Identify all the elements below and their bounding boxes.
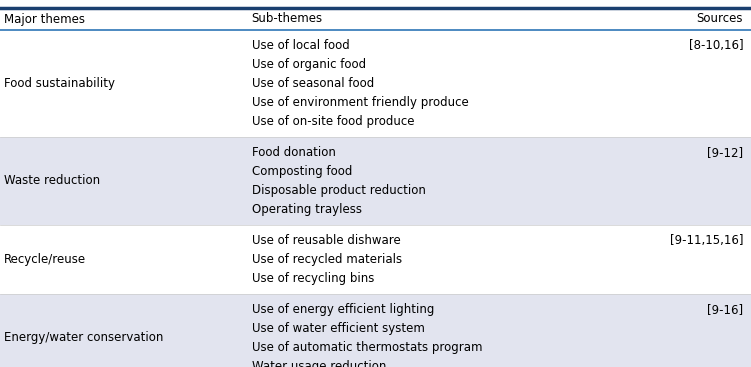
Text: Use of energy efficient lighting: Use of energy efficient lighting bbox=[252, 303, 434, 316]
Text: Composting food: Composting food bbox=[252, 165, 352, 178]
Bar bbox=[0, 8, 751, 30]
Text: Food donation: Food donation bbox=[252, 146, 336, 159]
Text: [9-11,15,16]: [9-11,15,16] bbox=[670, 234, 743, 247]
Text: Waste reduction: Waste reduction bbox=[4, 174, 100, 188]
Text: Water usage reduction: Water usage reduction bbox=[252, 360, 386, 367]
Text: [9-16]: [9-16] bbox=[707, 303, 743, 316]
Text: Use of automatic thermostats program: Use of automatic thermostats program bbox=[252, 341, 482, 354]
Text: Use of recycled materials: Use of recycled materials bbox=[252, 253, 402, 266]
Text: Use of environment friendly produce: Use of environment friendly produce bbox=[252, 96, 469, 109]
Text: Operating trayless: Operating trayless bbox=[252, 203, 361, 216]
Text: Use of on-site food produce: Use of on-site food produce bbox=[252, 115, 414, 128]
Text: Use of water efficient system: Use of water efficient system bbox=[252, 322, 424, 335]
Text: Sub-themes: Sub-themes bbox=[252, 12, 323, 25]
Bar bbox=[0, 294, 751, 367]
Text: Sources: Sources bbox=[697, 12, 743, 25]
Text: Energy/water conservation: Energy/water conservation bbox=[4, 331, 164, 345]
Bar bbox=[0, 30, 751, 137]
Text: Use of seasonal food: Use of seasonal food bbox=[252, 77, 374, 90]
Text: Use of reusable dishware: Use of reusable dishware bbox=[252, 234, 400, 247]
Text: Use of organic food: Use of organic food bbox=[252, 58, 366, 71]
Text: Use of recycling bins: Use of recycling bins bbox=[252, 272, 374, 285]
Text: [8-10,16]: [8-10,16] bbox=[689, 39, 743, 52]
Text: Disposable product reduction: Disposable product reduction bbox=[252, 184, 426, 197]
Bar bbox=[0, 225, 751, 294]
Bar bbox=[0, 137, 751, 225]
Text: Major themes: Major themes bbox=[4, 12, 85, 25]
Text: Use of local food: Use of local food bbox=[252, 39, 349, 52]
Text: [9-12]: [9-12] bbox=[707, 146, 743, 159]
Text: Food sustainability: Food sustainability bbox=[4, 77, 115, 90]
Text: Recycle/reuse: Recycle/reuse bbox=[4, 253, 86, 266]
